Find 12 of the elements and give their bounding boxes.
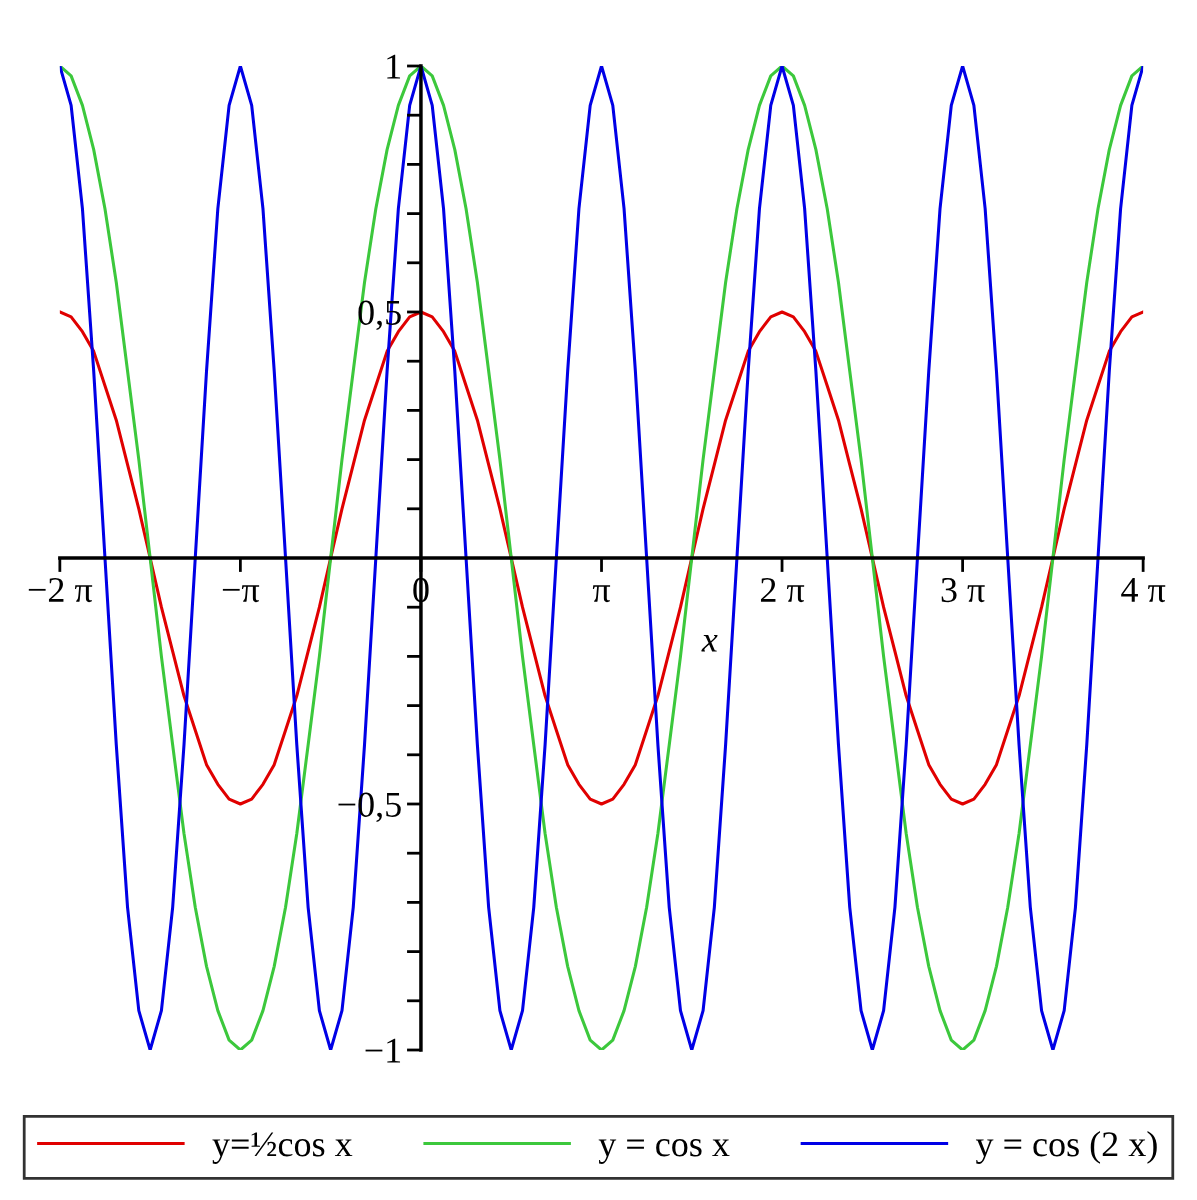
x-tick-label: 2 π — [760, 577, 805, 603]
x-tick-label: 3 π — [941, 577, 985, 603]
x-tick-label: 4 π — [1121, 578, 1166, 603]
x-tick-label: −2 π — [28, 577, 93, 603]
legend-label: y = cos x — [598, 1139, 730, 1164]
x-tick-label: π — [592, 585, 611, 603]
x-tick-label: −π — [222, 585, 260, 603]
y-tick-label: −1 — [365, 1038, 401, 1063]
legend-label: y=½cos x — [212, 1132, 353, 1164]
legend-label: y = cos (2 x) — [975, 1131, 1157, 1164]
x-axis-title: x — [701, 634, 718, 652]
y-tick-label: 1 — [387, 54, 401, 79]
